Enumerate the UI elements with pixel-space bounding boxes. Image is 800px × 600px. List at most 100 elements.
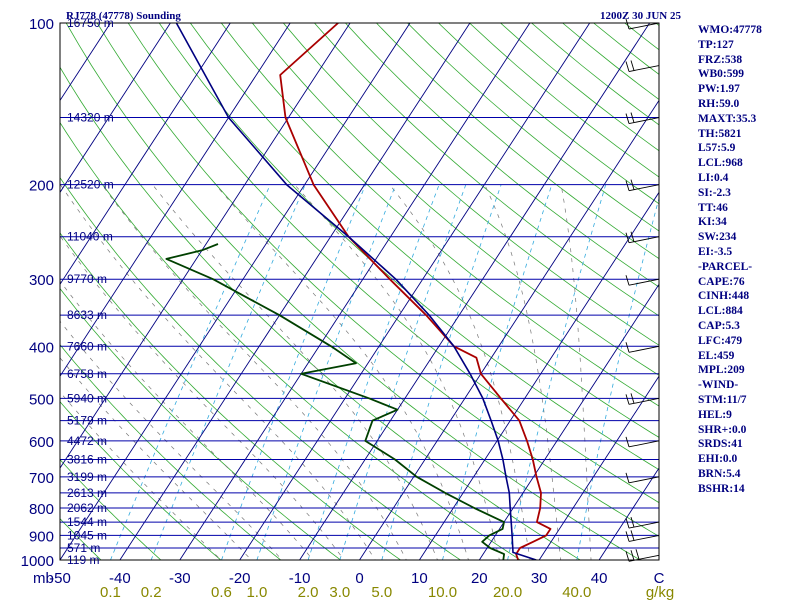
temperature-tick-label: -40 [109,570,131,587]
height-label: 12520 m [67,178,114,192]
wind-barb [628,476,660,484]
dry-adiabat [60,287,342,560]
sounding-index: TH:5821 [698,127,742,140]
moist-adiabat [60,357,252,560]
sounding-index: BRN:5.4 [698,467,741,480]
isotherm [359,99,659,560]
mixing-ratio-tick-label: 10.0 [428,584,457,600]
sounding-index: CAPE:76 [698,275,745,288]
height-label: 7660 m [67,339,107,353]
wind-barb-flag [625,18,630,30]
pressure-label: 900 [29,528,54,545]
mixing-ratio-tick-label: 2.0 [298,584,319,600]
sounding-index: EI:-3.5 [698,245,733,258]
sounding-index: -PARCEL- [698,260,753,273]
sounding-index: EHI:0.0 [698,453,738,466]
pressure-label: 200 [29,178,54,195]
wind-barb-flag [625,232,630,243]
height-label: 5179 m [67,414,107,428]
sounding-indices: WMO:47778 TP:127 FRZ:538 WB0:599 PW:1.97 RH:5… [698,23,762,497]
mixing-ratio-line [381,184,502,560]
sounding-index: SHR+:0.0 [698,423,747,436]
pressure-unit-label: mb [33,570,54,587]
wind-barb-flag [625,275,630,286]
sounding-index: PW:1.97 [698,83,740,96]
wind-barb-flag [630,393,635,404]
height-label: 9770 m [67,272,107,286]
temperature-tick-label: 0 [355,570,363,587]
sounding-index: LCL:968 [698,157,743,170]
sounding-index: HEL:9 [698,408,732,421]
height-label: 2613 m [67,486,107,500]
height-label: 2062 m [67,501,107,515]
isotherm [299,23,650,560]
wind-barb-flag [625,61,630,72]
height-label: 1045 m [67,528,107,542]
pressure-label: 400 [29,339,54,356]
mixing-ratio-line [339,184,467,560]
wind-barb-flag [625,531,630,542]
wind-barb-flag [625,551,630,562]
sounding-index: SW:234 [698,231,737,244]
sounding-index: SRDS:41 [698,438,743,451]
wind-barb-flag [630,60,635,71]
wind-barb-flag [625,342,630,353]
sounding-index: SI:-2.3 [698,186,731,199]
temperature-tick-label: -50 [49,570,71,587]
temperature-tick-label: 30 [531,570,548,587]
parcel-trace [175,23,537,560]
pressure-label: 800 [29,501,54,518]
mixing-ratio-tick-label: 0.6 [211,584,232,600]
mixing-ratio-tick-label: 3.0 [329,584,350,600]
wind-barb-flag [630,530,635,541]
height-label: 6758 m [67,367,107,381]
isotherm [538,375,659,560]
height-label: 5940 m [67,391,107,405]
wind-barb-flag [625,180,630,191]
height-label: 11040 m [67,230,113,244]
wind-barb-flag [625,113,630,124]
mixing-ratio-line [221,184,366,560]
wind-barb-flag [635,549,640,560]
sounding-index: CINH:448 [698,290,750,303]
sounding-index: KI:34 [698,216,727,229]
isotherm [60,23,351,469]
temperature-tick-label: 40 [591,570,608,587]
dry-adiabat [60,459,162,560]
temperature-tick-label: 10 [411,570,428,587]
wind-barb-flag [625,394,630,405]
isotherm [419,191,659,560]
temperature-tick-label: 20 [471,570,488,587]
pressure-label: 700 [29,470,54,487]
moist-adiabat [560,184,592,560]
temperature-tick-label: -10 [289,570,311,587]
mixing-ratio-line [307,184,440,560]
height-label: 14320 m [67,111,114,125]
isotherm [60,23,291,378]
mixing-ratio-tick-label: g/kg [646,584,674,600]
pressure-label: 1000 [21,553,54,570]
height-label: 1544 m [67,515,107,529]
chart-datetime: 1200Z 30 JUN 25 [600,10,681,22]
mixing-ratio-line [256,184,397,560]
pressure-label: 600 [29,434,54,451]
wind-barb-flag [630,112,635,123]
moist-adiabat [60,235,345,560]
sounding-index: MAXT:35.3 [698,112,757,125]
height-label: 3199 m [67,470,107,484]
moist-adiabat [484,184,561,560]
isotherm [478,283,659,560]
sounding-index: TT:46 [698,201,728,214]
chart-title: RJ778 (47778) Sounding [66,10,181,22]
sounding-index: FRZ:538 [698,53,743,66]
moist-adiabat [60,391,222,560]
sounding-index: -WIND- [698,379,739,392]
height-label: 16750 m [67,16,114,30]
isotherm [598,467,659,560]
mixing-ratio-tick-label: 0.1 [100,584,121,600]
wind-barb [628,440,660,448]
wind-barb-flag [630,550,635,561]
isotherm [239,23,591,560]
sounding-index: BSHR:14 [698,482,745,495]
height-label: 3816 m [67,453,107,467]
